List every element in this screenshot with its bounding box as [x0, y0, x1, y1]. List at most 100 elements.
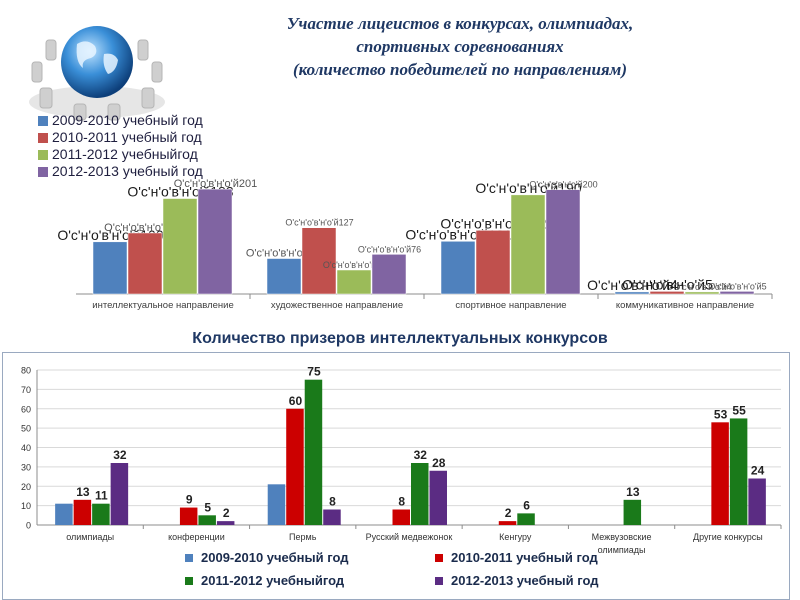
data-label: 9 [186, 493, 193, 507]
data-label: О'с'н'о'в'н'о'й201 [174, 178, 257, 190]
x-tick-label: Русский медвежонок [366, 532, 453, 542]
legend-swatch [38, 167, 48, 177]
legend-label: 2012-2013 учебный год [451, 573, 599, 588]
legend-swatch [38, 133, 48, 143]
data-label: 28 [432, 456, 446, 470]
y-tick-label: 20 [21, 482, 31, 492]
bar [719, 291, 755, 295]
bar [429, 470, 447, 525]
x-tick-label: коммуникативное направление [616, 300, 754, 311]
bar [266, 258, 302, 295]
legend-label: 2010-2011 учебный год [451, 550, 598, 565]
data-label: О'с'н'о'в'н'о'й76 [358, 244, 421, 254]
globe-meeting-illustration [29, 26, 165, 121]
bar [267, 484, 286, 525]
y-tick-label: 10 [21, 501, 31, 511]
bar [498, 521, 517, 525]
bar [623, 499, 642, 525]
prizewinners-chart-frame: 0 10 20 30 40 50 60 70 80 13 11 32 олимпиады 9 5 2 конфе… [2, 352, 790, 600]
bar [55, 503, 73, 525]
bar [92, 241, 128, 295]
bar [475, 230, 511, 295]
bar [197, 188, 233, 295]
data-label: О'с'н'о'в'н'о'й4 [587, 277, 678, 293]
bar [411, 463, 429, 525]
bar [73, 499, 92, 525]
data-label: 13 [76, 485, 90, 499]
bar [323, 509, 341, 525]
x-tick-label: Кенгуру [499, 532, 532, 542]
y-tick-label: 0 [26, 521, 31, 531]
legend-swatch [38, 116, 48, 126]
data-label: 32 [113, 448, 127, 462]
winners-by-direction-chart: О'с'н'о'в'н'о'й100О'с'н'о'в'н'о'й117О'с'… [57, 178, 773, 311]
bar [110, 463, 129, 525]
y-tick-label: 40 [21, 443, 31, 453]
legend-swatch [185, 577, 193, 585]
legend-item-2010: 2010-2011 учебный год [38, 129, 203, 146]
bar [301, 227, 337, 295]
x-tick-label: художественное направление [271, 300, 403, 311]
y-tick-label: 70 [21, 385, 31, 395]
legend-item-2012: 2012-2013 учебный год [38, 163, 203, 180]
top-chart-legend: 2009-2010 учебный год 2010-2011 учебный … [38, 112, 203, 180]
data-label: О'с'н'о'в'н'о'й200 [529, 180, 597, 190]
data-label: О'с'н'о'в'н'о'й46 [323, 260, 386, 270]
bar [545, 189, 581, 295]
x-tick-label: олимпиады [66, 532, 114, 542]
data-label: 11 [95, 489, 108, 503]
bar [127, 232, 163, 295]
bar [510, 194, 546, 295]
chart-subtitle: Количество призеров интеллектуальных кон… [192, 330, 608, 347]
bar [179, 507, 198, 525]
legend-label: 2009-2010 учебный год [201, 550, 349, 565]
data-label: 75 [307, 365, 321, 379]
page-title: Участие лицеистов в конкурсах, олимпиада… [190, 12, 730, 81]
bar [649, 291, 685, 295]
legend-label: 2011-2012 учебныйгод [201, 573, 345, 588]
bar [162, 198, 198, 295]
title-line-3: (количество победителей по направлениям) [293, 60, 627, 79]
x-tick-label: Межвузовские [592, 532, 652, 542]
data-label: 2 [223, 506, 230, 520]
bar [371, 254, 407, 295]
data-label: 60 [289, 394, 303, 408]
bar [286, 408, 304, 525]
data-label: 32 [414, 448, 428, 462]
x-tick-label: Другие конкурсы [693, 532, 763, 542]
data-label: О'с'н'о'в'н'о'й5 [708, 281, 766, 291]
y-tick-label: 50 [21, 424, 31, 434]
bar [748, 478, 766, 525]
bar [711, 422, 729, 525]
legend-label: 2009-2010 учебный год [52, 112, 203, 128]
bar [517, 513, 535, 525]
data-label: 55 [732, 403, 746, 417]
legend-label: 2012-2013 учебный год [52, 163, 203, 179]
data-label: О'с'н'о'в'н'о'й5 [622, 276, 713, 292]
data-label: 8 [329, 495, 336, 509]
data-label: 2 [505, 506, 512, 520]
y-tick-label: 60 [21, 404, 31, 414]
y-tick-label: 80 [21, 366, 31, 376]
legend-swatch [185, 554, 193, 562]
bar [440, 241, 476, 295]
legend-item-2009: 2009-2010 учебный год [38, 112, 203, 129]
bar [614, 291, 650, 295]
data-label: 5 [204, 500, 211, 514]
data-label: О'с'н'о'в'н'о'й4 [673, 282, 731, 292]
bar [304, 379, 323, 525]
data-label: 6 [523, 498, 530, 512]
y-tick-label: 30 [21, 462, 31, 472]
bar [198, 515, 216, 525]
bar [729, 418, 748, 525]
data-label: 53 [714, 407, 728, 421]
data-label: 8 [398, 495, 405, 509]
data-label: 24 [751, 464, 765, 478]
x-tick-label: интеллектуальное направление [92, 300, 233, 311]
legend-label: 2011-2012 учебныйгод [52, 146, 198, 162]
bar [392, 509, 410, 525]
title-line-2: спортивных соревнованиях [356, 37, 564, 56]
x-tick-label: конференции [168, 532, 225, 542]
data-label: 13 [626, 485, 640, 499]
